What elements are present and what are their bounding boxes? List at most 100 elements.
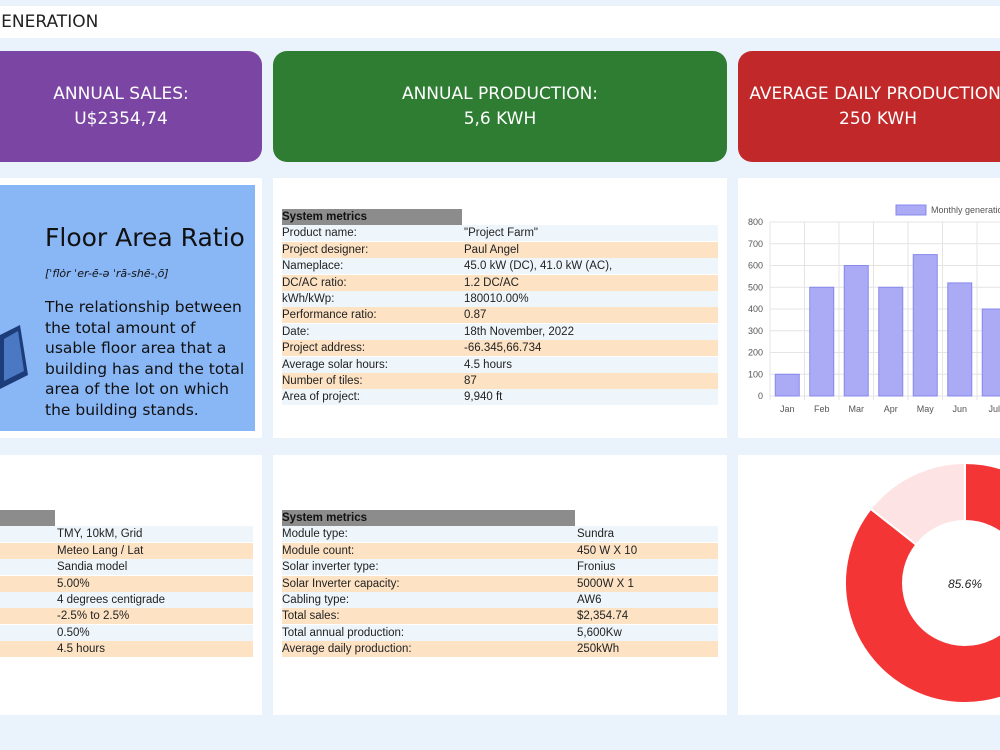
table-row	[282, 575, 718, 592]
table-cell: 0.50%	[57, 626, 90, 639]
y-tick-label: 400	[748, 304, 763, 314]
table-cell: Sandia model	[57, 561, 128, 574]
table-cell: 5000W X 1	[577, 577, 634, 590]
table-cell: 4.5 hours	[464, 358, 512, 371]
table-cell: Date:	[282, 325, 310, 338]
table-row	[282, 559, 718, 576]
table-cell: -2.5% to 2.5%	[57, 610, 130, 623]
table-cell: Total sales:	[282, 610, 340, 623]
bar	[878, 286, 904, 397]
panel-image	[0, 325, 28, 389]
table-cell: $2,354.74	[577, 610, 629, 623]
table-cell: "Project Farm"	[464, 227, 538, 240]
doughnut-chart: 85.6%	[844, 461, 1000, 704]
table-row	[282, 241, 718, 258]
table-cell: 5,600Kw	[577, 626, 622, 639]
y-tick-label: 0	[758, 391, 763, 401]
table-cell: Project address:	[282, 342, 366, 355]
x-tick-label: Jun	[952, 404, 967, 414]
y-tick-label: 500	[748, 282, 763, 292]
kpi-label: AVERAGE DAILY PRODUCTION:	[749, 84, 1000, 104]
y-tick-label: 600	[748, 261, 763, 271]
table-cell: 87	[464, 375, 477, 387]
table-row	[282, 526, 718, 543]
table-row	[282, 389, 718, 406]
info-title: Floor Area Ratio	[45, 223, 245, 252]
table-row	[0, 575, 253, 592]
bar	[774, 373, 800, 397]
table-cell: Nameplace:	[282, 260, 344, 273]
table-row	[0, 608, 253, 625]
y-tick-label: 200	[748, 348, 763, 358]
table-cell: Total annual production:	[282, 626, 405, 639]
table-row	[282, 608, 718, 625]
table-row	[0, 641, 253, 658]
kpi-card: AVERAGE DAILY PRODUCTION: 250 KWH	[738, 51, 1000, 162]
kpi-label: ANNUAL SALES:	[53, 84, 189, 104]
table-row	[282, 323, 718, 340]
info-pronunciation: [ˈflȯr ˈer-ē-ə ˈrā-shē-ˌō]	[45, 267, 169, 280]
table-cell: DC/AC ratio:	[282, 276, 347, 289]
info-text: The relationship between the total amoun…	[45, 298, 245, 419]
table-cell: Solar Inverter capacity:	[282, 577, 400, 590]
table-cell: Number of tiles:	[282, 375, 363, 387]
table-cell: 1.2 DC/AC	[464, 276, 519, 289]
table-cell: 5.00%	[57, 577, 90, 590]
table-cell: AW6	[577, 594, 602, 606]
x-tick-label: Feb	[814, 404, 830, 414]
table-cell: Solar inverter type:	[282, 561, 379, 574]
x-tick-label: Apr	[884, 404, 898, 414]
table-header: System metrics	[282, 209, 462, 225]
table-cell: 4 degrees centigrade	[57, 594, 166, 606]
kpi-card: ANNUAL PRODUCTION: 5,6 KWH	[273, 51, 727, 162]
table-cell: Area of project:	[282, 391, 360, 404]
table-cell: Module type:	[282, 528, 348, 541]
bar	[981, 308, 1000, 397]
table-cell: 18th November, 2022	[464, 325, 574, 338]
table-cell: 4.5 hours	[57, 643, 105, 656]
table-cell: 0.87	[464, 309, 487, 322]
x-tick-label: May	[917, 404, 935, 414]
table-row	[282, 307, 718, 324]
table-cell: Product name:	[282, 227, 357, 240]
table-cell: kWh/kWp:	[282, 293, 335, 305]
bar	[912, 254, 938, 397]
table-cell: 450 W X 10	[577, 544, 638, 557]
table-cell: 180010.00%	[464, 293, 529, 305]
table-cell: 250kWh	[577, 643, 620, 656]
table-cell: -66.345,66.734	[464, 342, 542, 355]
table-cell: Meteo Lang / Lat	[57, 544, 144, 557]
x-tick-label: Mar	[849, 404, 865, 414]
y-tick-label: 100	[748, 369, 763, 379]
bar	[947, 282, 973, 397]
header-bar: GENERATION	[0, 6, 1000, 38]
table-cell: Performance ratio:	[282, 309, 377, 322]
table-row	[0, 559, 253, 576]
table-row	[282, 542, 718, 559]
table-cell: Module count:	[282, 544, 355, 557]
x-tick-label: Jul	[988, 404, 1000, 414]
table-row	[282, 624, 718, 641]
table-header: System metrics	[282, 510, 575, 526]
table-header	[0, 510, 55, 526]
table-row	[282, 340, 718, 357]
table-row	[0, 542, 253, 559]
table-row	[282, 356, 718, 373]
y-tick-label: 700	[748, 239, 763, 249]
table-cell: Average daily production:	[282, 643, 412, 656]
table-row	[282, 641, 718, 658]
bar	[809, 286, 835, 397]
y-tick-label: 300	[748, 326, 763, 336]
doughnut-segment	[844, 461, 1000, 704]
kpi-value: U$2354,74	[74, 109, 168, 129]
table-cell: Average solar hours:	[282, 358, 388, 371]
doughnut-segment	[869, 461, 966, 547]
table-row	[0, 592, 253, 608]
table-cell: Paul Angel	[464, 243, 519, 256]
table-cell: TMY, 10kM, Grid	[57, 528, 143, 541]
table-row	[282, 225, 718, 242]
kpi-value: 5,6 KWH	[463, 109, 537, 129]
legend-swatch	[895, 204, 927, 216]
table-cell: 45.0 kW (DC), 41.0 kW (AC),	[464, 260, 613, 273]
kpi-value: 250 KWH	[839, 109, 917, 129]
